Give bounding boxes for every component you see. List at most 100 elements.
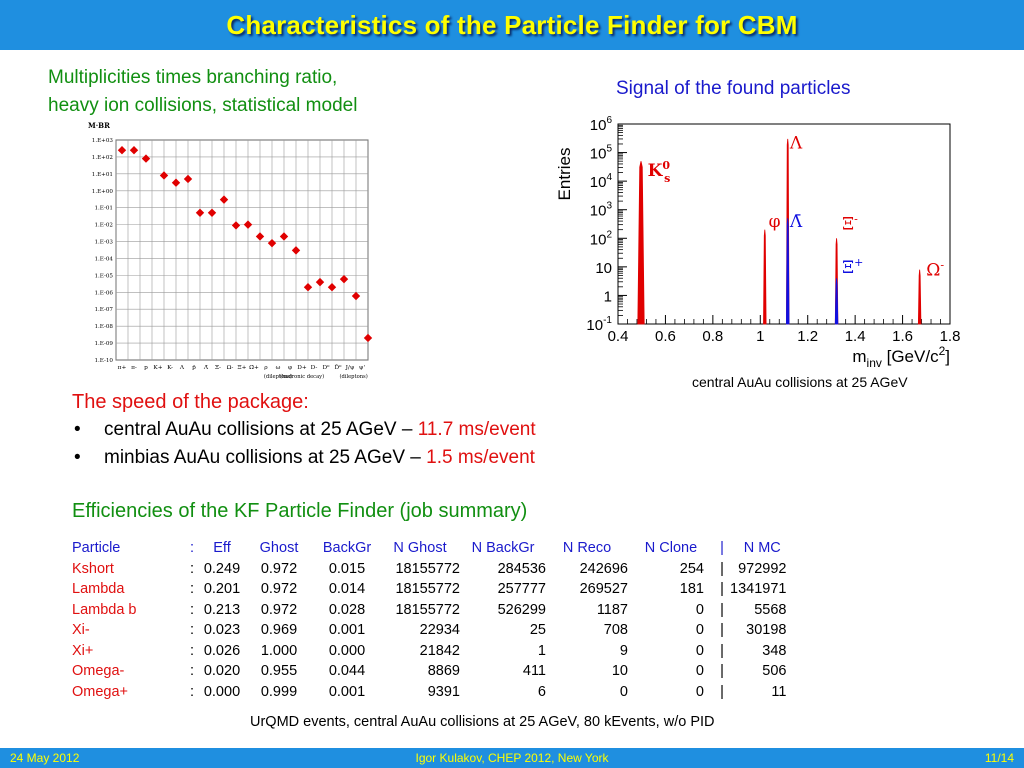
peak-5 <box>834 278 839 325</box>
peak-label-main: Λ <box>789 133 803 153</box>
data-point <box>291 246 301 255</box>
peak-label-sub: s <box>664 172 670 185</box>
efficiency-table: Particle: Eff Ghost BackGr N Ghost N BackGr N … <box>72 538 794 702</box>
particle-name-cell: Xi- <box>72 622 90 639</box>
x-tick-label: 1.2 <box>797 328 818 345</box>
y-tick-exponent: 5 <box>606 144 612 155</box>
table-cell: : <box>189 642 195 659</box>
y-tick-exponent: 4 <box>606 172 612 183</box>
particle-name-cell: Lambda b <box>72 601 137 618</box>
data-point <box>339 274 349 284</box>
table-cell: 18155772 <box>395 601 460 618</box>
x-tick-label: p <box>144 365 148 371</box>
footer-page-number: 11/14 <box>984 751 1014 765</box>
speed-item-text: central AuAu collisions at 25 AGeV – <box>104 419 418 440</box>
y-tick-base: 10 <box>590 174 607 191</box>
table-cell: 0 <box>695 663 704 680</box>
y-tick-base: 10 <box>590 117 607 134</box>
table-cell: 284536 <box>497 560 546 577</box>
peak-label-main: Ξ <box>842 258 854 278</box>
data-point <box>231 221 241 230</box>
x-tick-label: 0.6 <box>655 328 676 345</box>
y-tick-base: 10 <box>590 231 607 248</box>
efficiency-note: UrQMD events, central AuAu collisions at… <box>250 714 715 730</box>
table-cell: 0.000 <box>203 683 241 700</box>
table-cell: | <box>720 560 724 577</box>
table-cell: 0.213 <box>203 601 241 618</box>
y-tick-base: 10 <box>586 317 603 334</box>
table-cell: 0.249 <box>203 560 241 577</box>
y-tick-label: 1.E+02 <box>92 155 114 161</box>
peak-0 <box>637 161 645 325</box>
data-point <box>171 178 181 187</box>
x-tick-label: Λ̄ <box>203 365 209 371</box>
table-cell: : <box>189 581 195 598</box>
multiplicity-caption-line1: Multiplicities times branching ratio, <box>48 67 338 88</box>
particle-name-cell: Xi+ <box>72 642 94 659</box>
y-tick-label: 104 <box>590 172 613 191</box>
table-header-cell: N Reco <box>562 540 612 557</box>
table-cell: 0.026 <box>203 642 241 659</box>
table-cell: | <box>720 581 724 598</box>
peak-label-main: Λ̄ <box>789 212 803 232</box>
table-cell: 0.972 <box>260 581 298 598</box>
data-point <box>219 195 229 204</box>
x-tick-label: p̄ <box>192 365 196 371</box>
peak-label: φ <box>769 212 781 232</box>
data-point <box>207 208 217 217</box>
table-header-cell: Particle <box>72 540 121 557</box>
multiplicity-caption-line2: heavy ion collisions, statistical model <box>48 95 358 116</box>
data-point <box>195 208 205 217</box>
x-annotation: (hadronic decay) <box>280 373 324 380</box>
table-cell: 348 <box>762 642 787 659</box>
table-cell: 708 <box>603 622 628 639</box>
data-point <box>243 220 253 229</box>
table-cell: 254 <box>679 560 704 577</box>
x-axis-label-part: m <box>852 347 866 366</box>
x-axis-label: minv [GeV/c2] <box>852 344 950 370</box>
table-header-cell: N Ghost <box>393 540 447 557</box>
table-cell: 0.014 <box>328 581 366 598</box>
table-cell: 9391 <box>427 683 460 700</box>
peak-3 <box>786 218 790 325</box>
x-tick-label: 0.8 <box>702 328 723 345</box>
table-cell: 972992 <box>738 560 787 577</box>
y-tick-exponent: 3 <box>606 201 612 212</box>
y-tick-label: 1.E+03 <box>92 138 114 144</box>
table-cell: 25 <box>529 622 546 639</box>
multiplicity-caption: Multiplicities times branching ratio, he… <box>48 64 448 120</box>
y-tick-base: 10 <box>595 260 612 277</box>
bullet-icon: • <box>74 447 81 468</box>
table-cell: : <box>189 601 195 618</box>
y-tick-exponent: -1 <box>603 315 612 326</box>
table-cell: 0.972 <box>260 601 298 618</box>
table-cell: 10 <box>611 663 628 680</box>
table-cell: 1.000 <box>260 642 298 659</box>
x-tick-label: 1.4 <box>845 328 866 345</box>
x-tick-label: ψ' <box>359 365 366 371</box>
table-header-cell: N MC <box>743 540 781 557</box>
plot-frame <box>617 123 951 325</box>
y-tick-exponent: 2 <box>606 229 612 240</box>
y-tick-base: 10 <box>590 203 607 220</box>
x-tick-label: Ω- <box>227 365 234 371</box>
table-row: Kshort:0.249 0.972 0.015 18155772 284536 2426… <box>72 559 794 580</box>
table-cell: 0 <box>695 683 704 700</box>
y-tick-label: 10 <box>595 260 612 277</box>
y-tick-label: 1.E-04 <box>94 256 113 262</box>
speed-item-value: 1.5 ms/event <box>426 447 535 468</box>
table-cell: 30198 <box>746 622 787 639</box>
x-tick-label: 0.4 <box>608 328 629 345</box>
table-cell: 11 <box>771 683 787 700</box>
table-cell: : <box>189 622 195 639</box>
x-axis-label-part: ] <box>945 347 950 366</box>
x-tick-label: π- <box>131 365 137 371</box>
table-cell: 18155772 <box>395 560 460 577</box>
data-point <box>351 291 361 301</box>
table-cell: 0 <box>695 622 704 639</box>
speed-item-central: • central AuAu collisions at 25 AGeV – 1… <box>72 416 712 444</box>
table-cell: 0 <box>695 601 704 618</box>
table-cell: : <box>189 683 195 700</box>
y-tick-label: 1.E-07 <box>94 307 113 313</box>
table-cell: : <box>189 560 195 577</box>
